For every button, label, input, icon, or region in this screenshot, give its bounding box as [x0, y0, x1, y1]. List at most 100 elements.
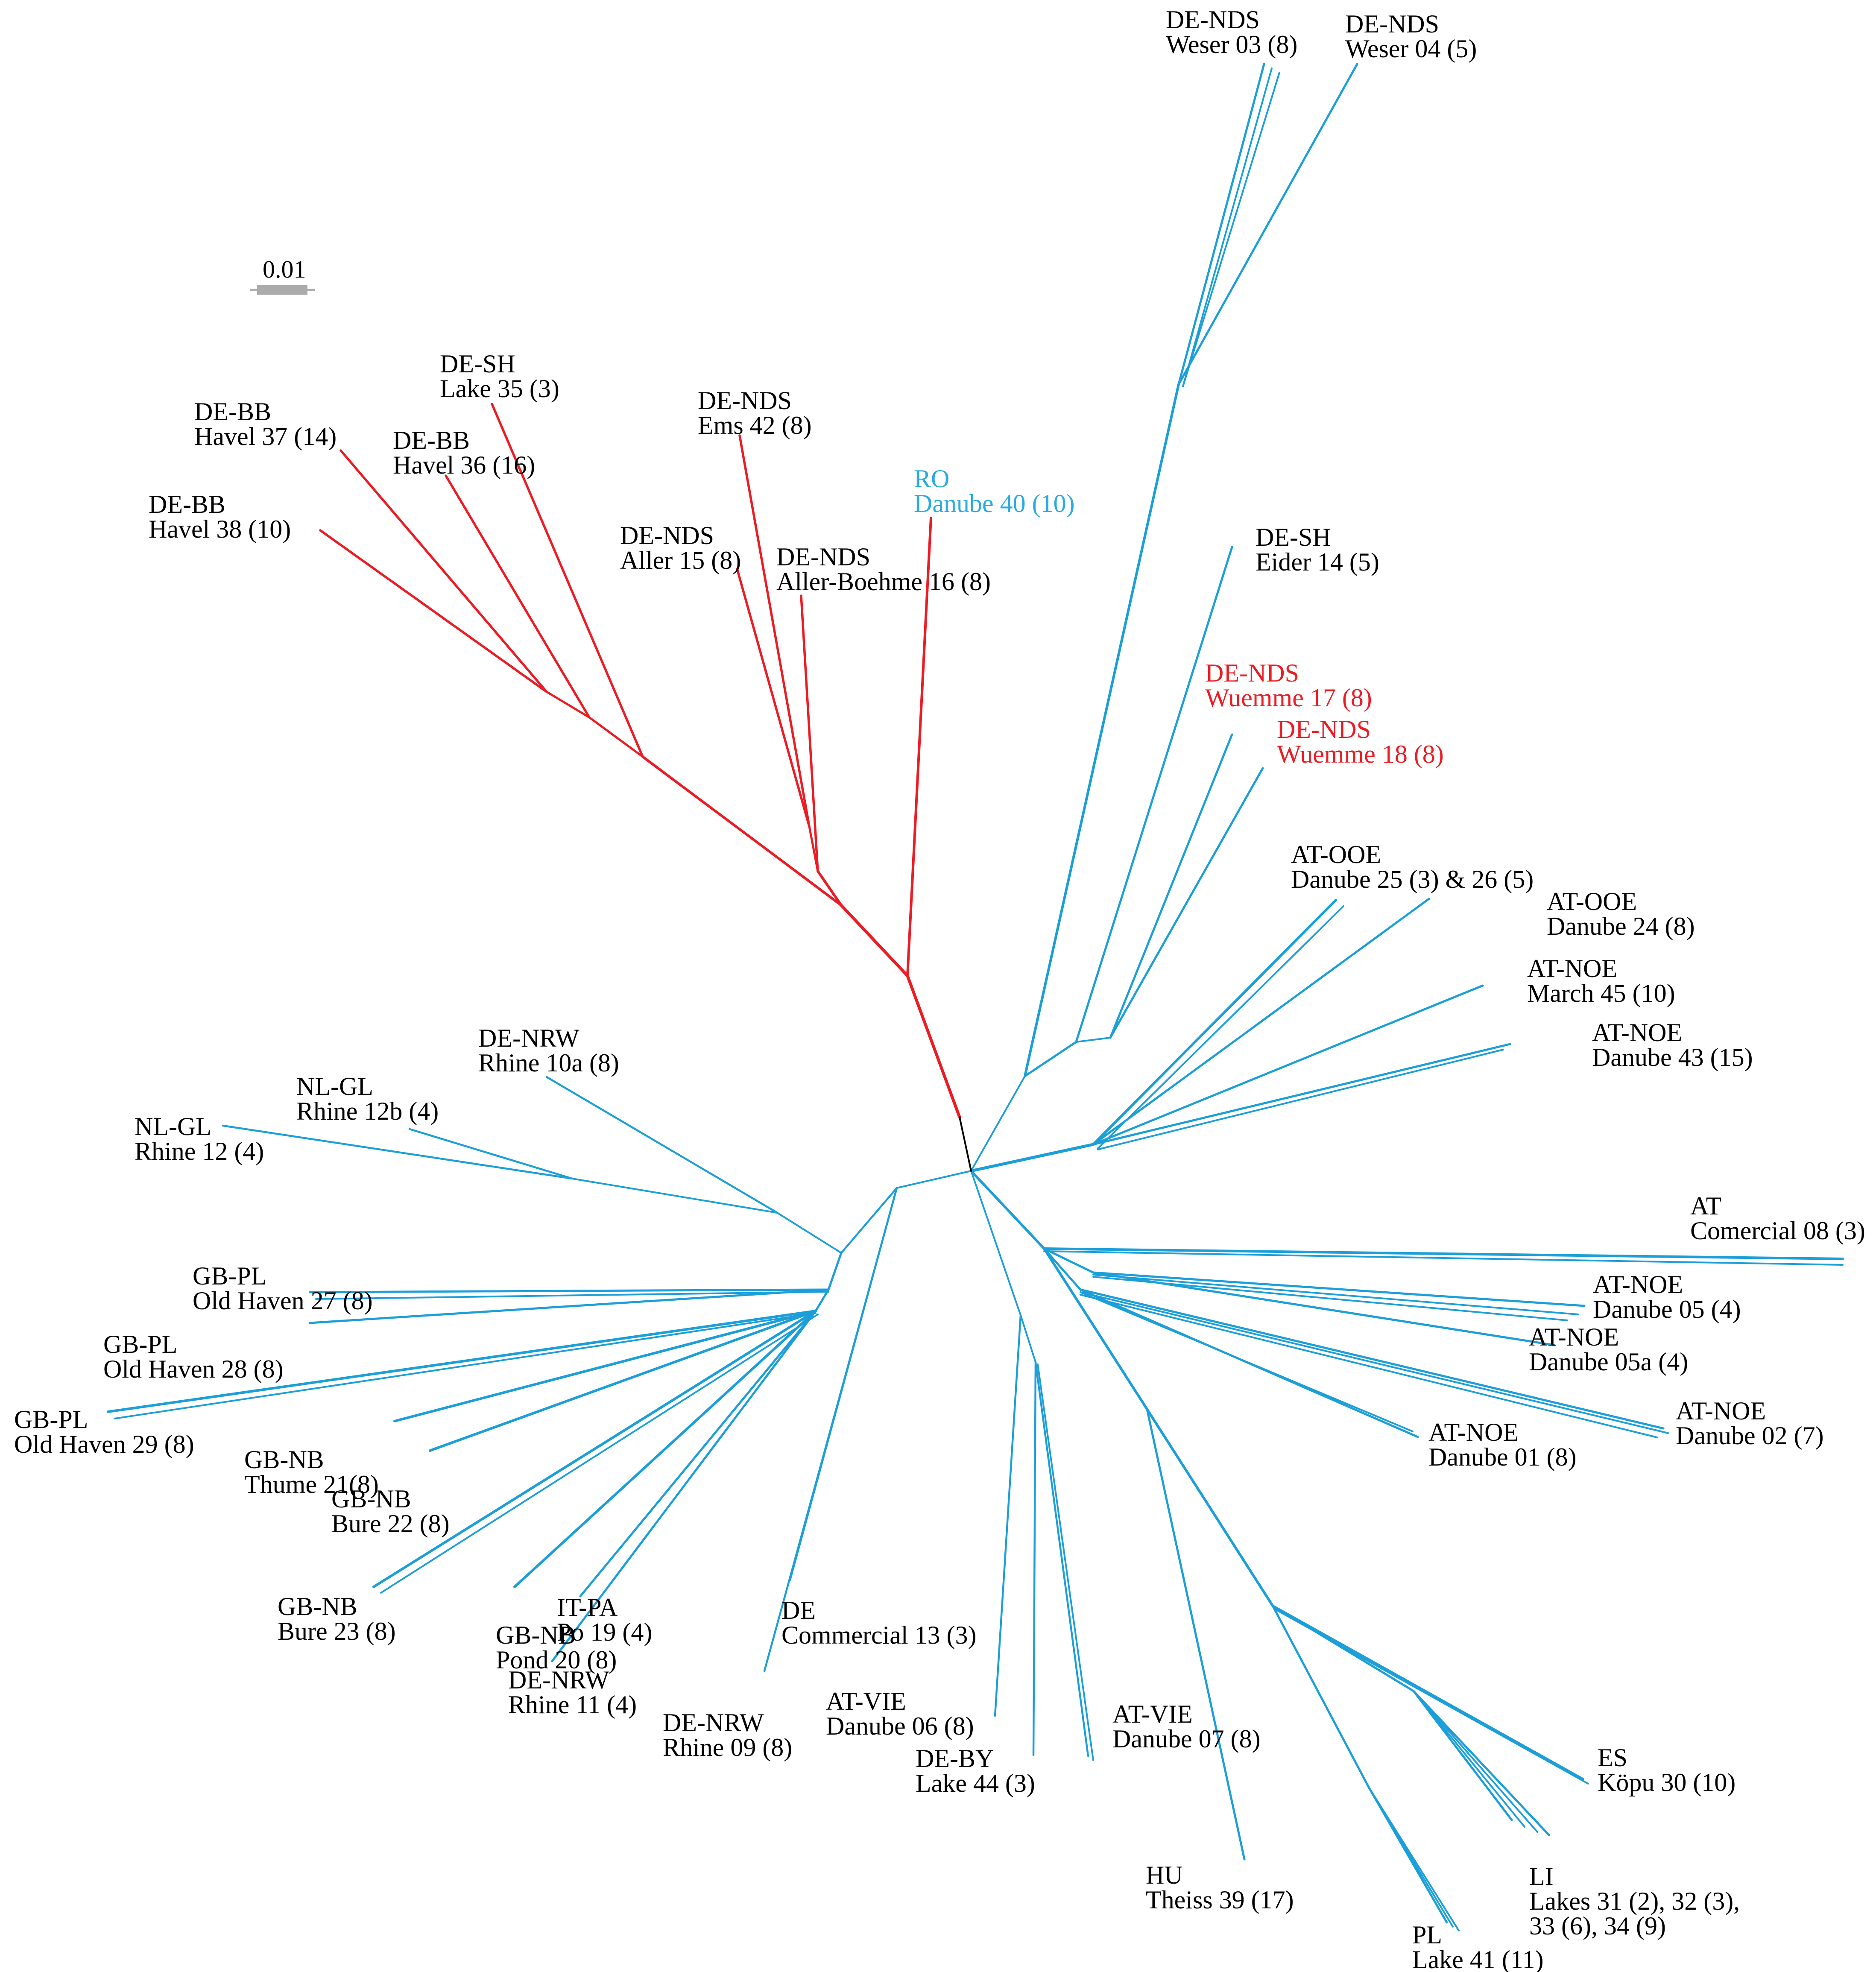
- branch-line-red: [800, 594, 819, 872]
- taxon-label-line: DE-BB: [149, 490, 225, 518]
- taxon-label-line: DE-BY: [916, 1744, 994, 1773]
- taxon-label-line: Eider 14 (5): [1256, 548, 1379, 576]
- taxon-label-line: AT-NOE: [1676, 1397, 1766, 1425]
- branch-line-blue: [1092, 1271, 1556, 1346]
- taxon-label-line: Bure 23 (8): [278, 1617, 396, 1645]
- branch-line-blue: [827, 1252, 843, 1291]
- branch-line-blue: [545, 1076, 778, 1214]
- branch-line-blue: [1182, 67, 1273, 387]
- taxon-label-line: Thume 21(8): [244, 1470, 379, 1498]
- branch-line-blue: [1075, 546, 1233, 1043]
- branch-line-blue: [513, 1310, 817, 1588]
- taxon-label-line: AT-VIE: [1112, 1700, 1193, 1728]
- branch-line-blue: [1092, 1271, 1586, 1307]
- taxon-label-line: Aller-Boehme 16 (8): [776, 568, 991, 596]
- taxon-label-line: NL-GL: [135, 1112, 211, 1141]
- branch-line-blue: [1097, 1049, 1504, 1150]
- taxon-label-commercial13: DE Commercial 13 (3): [781, 1596, 977, 1649]
- taxon-label-line: 33 (6), 34 (9): [1529, 1912, 1666, 1940]
- taxon-label-li_lakes: LI Lakes 31 (2), 32 (3), 33 (6), 34 (9): [1529, 1862, 1740, 1940]
- taxon-label-line: GB-NB: [496, 1621, 576, 1649]
- taxon-label-line: Old Haven 29 (8): [14, 1430, 194, 1458]
- branch-line-blue: [107, 1310, 817, 1413]
- branch-line-blue: [372, 1310, 817, 1588]
- taxon-label-line: Lake 44 (3): [916, 1769, 1035, 1797]
- taxon-label-line: DE: [781, 1596, 816, 1624]
- taxon-label-ems42: DE-NDS Ems 42 (8): [698, 386, 812, 439]
- taxon-label-line: AT-VIE: [826, 1687, 906, 1715]
- taxon-label-line: Theiss 39 (17): [1146, 1886, 1294, 1914]
- taxon-label-line: Danube 01 (8): [1428, 1443, 1577, 1471]
- taxon-label-line: Lake 35 (3): [440, 375, 559, 403]
- taxon-label-rhine12b: NL-GL Rhine 12b (4): [296, 1072, 439, 1125]
- branch-line-red: [808, 825, 819, 872]
- branch-line-red: [906, 517, 932, 977]
- taxon-label-line: Lakes 31 (2), 32 (3),: [1529, 1887, 1740, 1915]
- taxon-label-line: DE-BB: [194, 398, 271, 426]
- branch-line-blue: [1092, 1274, 1579, 1315]
- branch-line-blue: [1032, 1361, 1037, 1756]
- branch-line-blue: [969, 1143, 1095, 1173]
- taxon-label-line: DE-SH: [440, 350, 515, 378]
- taxon-label-line: Po 19 (4): [557, 1618, 652, 1646]
- taxon-label-havel36: DE-BB Havel 36 (16): [393, 426, 535, 479]
- taxon-label-line: GB-NB: [278, 1592, 357, 1621]
- branch-line-blue: [1075, 1037, 1111, 1043]
- taxon-label-po19: IT-PA Po 19 (4): [557, 1593, 652, 1646]
- branch-line-blue: [1412, 1690, 1513, 1821]
- taxon-label-es30: ES Köpu 30 (10): [1598, 1744, 1736, 1796]
- taxon-label-line: Havel 36 (16): [393, 451, 535, 479]
- branch-line-blue: [571, 1178, 778, 1214]
- scale-bar-value: 0.01: [263, 255, 306, 283]
- taxon-label-line: PL: [1412, 1921, 1442, 1949]
- taxon-label-line: AT-NOE: [1593, 1270, 1683, 1299]
- branch-line-blue: [1146, 1408, 1246, 1861]
- branch-line-red: [641, 755, 843, 907]
- branch-line-blue: [1043, 1247, 1148, 1410]
- taxon-label-atvie06: AT-VIE Danube 06 (8): [826, 1687, 974, 1740]
- taxon-label-line: Danube 02 (7): [1676, 1422, 1824, 1450]
- taxon-label-line: March 45 (10): [1527, 979, 1675, 1007]
- branch-line-blue: [1024, 383, 1180, 1077]
- taxon-label-line: Weser 04 (5): [1345, 35, 1477, 63]
- taxon-label-line: RO: [914, 465, 949, 493]
- taxon-label-line: AT-NOE: [1592, 1018, 1682, 1047]
- taxon-label-rhine09: DE-NRW Rhine 09 (8): [663, 1709, 792, 1761]
- taxon-label-line: Aller 15 (8): [620, 546, 741, 574]
- taxon-label-line: HU: [1146, 1861, 1183, 1889]
- taxon-label-line: Rhine 11 (4): [508, 1691, 637, 1719]
- taxon-label-line: Danube 43 (15): [1592, 1043, 1753, 1071]
- branch-line-blue: [1177, 63, 1358, 386]
- taxon-label-line: Wuemme 17 (8): [1205, 684, 1372, 712]
- branch-line-blue: [1109, 767, 1264, 1039]
- taxon-label-line: Köpu 30 (10): [1598, 1768, 1736, 1796]
- branch-line-blue: [1146, 1408, 1274, 1607]
- taxon-label-thume21: GB-NB Thume 21(8): [244, 1445, 379, 1498]
- branch-line-blue: [1080, 1291, 1669, 1434]
- taxon-label-lake35: DE-SH Lake 35 (3): [440, 350, 559, 403]
- taxon-label-line: Ems 42 (8): [698, 411, 812, 439]
- branch-line-blue: [1271, 1604, 1370, 1788]
- taxon-label-line: AT-NOE: [1428, 1418, 1519, 1446]
- taxon-label-line: Lake 41 (11): [1412, 1946, 1544, 1972]
- branch-line-blue: [408, 1128, 574, 1180]
- taxon-label-line: Danube 40 (10): [914, 489, 1075, 518]
- branches-layer: [107, 63, 1844, 1931]
- taxon-label-line: Rhine 12 (4): [135, 1137, 264, 1165]
- branch-line-blue: [1043, 1247, 1095, 1274]
- taxon-label-line: Danube 24 (8): [1547, 912, 1695, 940]
- taxon-label-weser03: DE-NDS Weser 03 (8): [1166, 6, 1297, 59]
- taxon-label-line: AT: [1690, 1192, 1721, 1220]
- taxon-label-line: Rhine 09 (8): [663, 1733, 792, 1761]
- taxon-label-line: DE-SH: [1256, 523, 1331, 551]
- branch-line-red: [588, 716, 644, 758]
- branch-line-blue: [1092, 1043, 1511, 1146]
- taxon-label-atnoe01: AT-NOE Danube 01 (8): [1428, 1418, 1577, 1471]
- taxon-label-line: GB-NB: [331, 1485, 411, 1513]
- branch-line-red: [906, 974, 961, 1119]
- taxon-label-line: AT-NOE: [1529, 1323, 1619, 1351]
- taxon-label-line: Weser 03 (8): [1166, 30, 1297, 59]
- taxon-label-aller15: DE-NDS Aller 15 (8): [620, 521, 741, 574]
- taxon-label-line: Pond 20 (8): [496, 1646, 617, 1674]
